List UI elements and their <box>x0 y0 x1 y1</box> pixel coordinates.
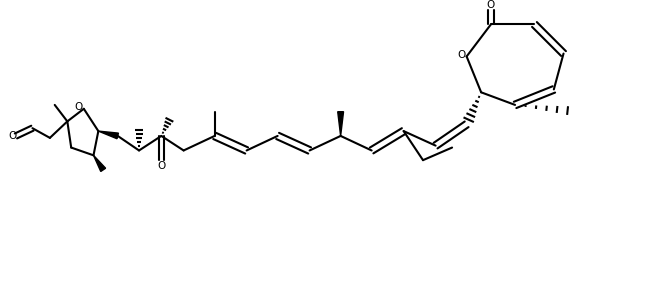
Text: O: O <box>457 50 466 60</box>
Text: O: O <box>75 102 83 112</box>
Text: O: O <box>8 131 16 141</box>
Polygon shape <box>93 155 106 171</box>
Text: O: O <box>487 0 495 10</box>
Polygon shape <box>99 131 119 139</box>
Polygon shape <box>338 112 344 136</box>
Text: O: O <box>157 161 165 171</box>
